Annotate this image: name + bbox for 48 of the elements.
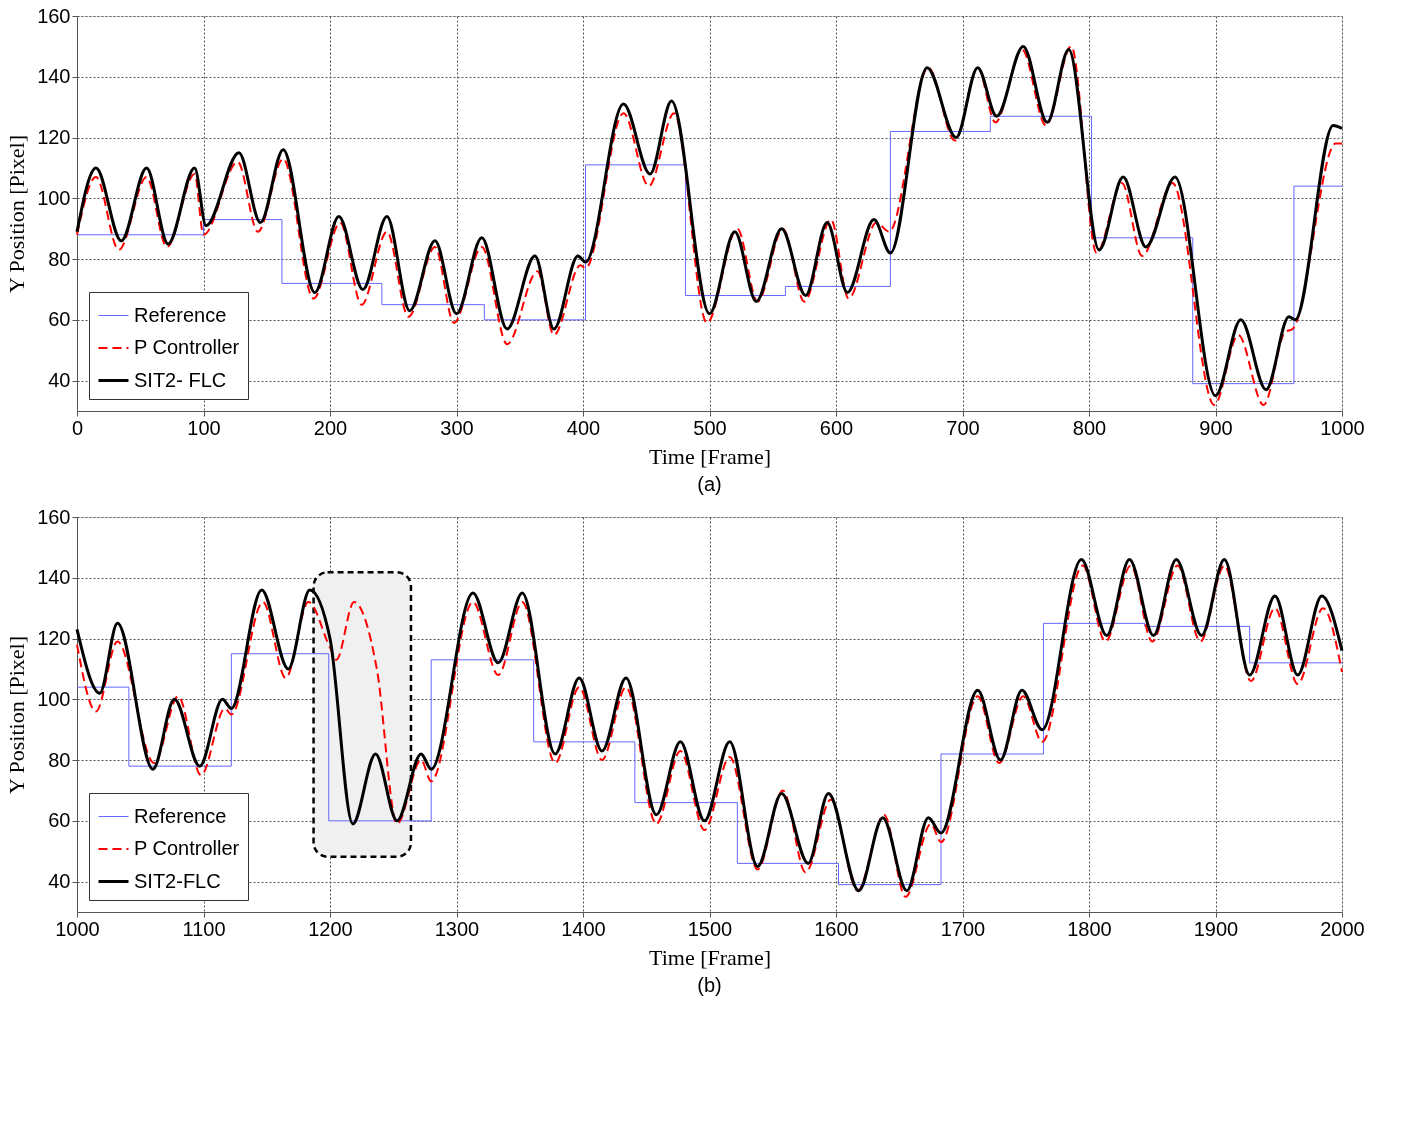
text: (b) <box>697 974 722 996</box>
x-tick-label: 200 <box>313 416 348 439</box>
y-axis-title: Y Position [Pixel] <box>4 134 30 294</box>
y-tick-label: 120 <box>37 627 71 650</box>
x-tick-label: 100 <box>187 416 221 439</box>
x-tick-label: 700 <box>946 416 980 439</box>
x-tick-label: 1500 <box>687 917 733 940</box>
y-tick-label: 40 <box>48 870 71 893</box>
legend-label: Reference <box>134 804 227 827</box>
y-tick-label: 80 <box>48 247 71 270</box>
legend-label: SIT2- FLC <box>134 368 227 391</box>
x-tick-label: 800 <box>1072 416 1107 439</box>
y-tick-label: 80 <box>48 748 71 771</box>
y-tick-label: 60 <box>48 809 71 832</box>
x-tick-label: 0 <box>71 416 84 439</box>
y-tick-label: 100 <box>37 687 71 710</box>
x-tick-label: 1800 <box>1067 917 1112 940</box>
y-tick-label: 140 <box>37 65 71 88</box>
x-axis-title: Time [Frame] <box>648 944 772 970</box>
x-tick-label: 1600 <box>814 917 859 940</box>
x-tick-label: 1100 <box>182 917 226 940</box>
y-tick-label: 140 <box>37 566 71 589</box>
y-axis-title: Y Position [Pixel] <box>4 635 30 795</box>
x-tick-label: 1300 <box>434 917 480 940</box>
x-tick-label: 1400 <box>561 917 606 940</box>
legend-label: SIT2-FLC <box>134 869 221 892</box>
y-tick-label: 160 <box>37 505 71 528</box>
x-tick-label: 1200 <box>308 917 353 940</box>
legend-label: Reference <box>134 303 227 326</box>
x-tick-label: 1700 <box>940 917 986 940</box>
x-tick-label: 300 <box>440 416 474 439</box>
y-tick-label: 160 <box>37 4 71 27</box>
y-tick-label: 100 <box>37 186 71 209</box>
y-tick-label: 40 <box>48 369 71 392</box>
x-tick-label: 1000 <box>1320 416 1365 439</box>
x-tick-label: 2000 <box>1320 917 1365 940</box>
y-tick-label: 60 <box>48 308 71 331</box>
x-tick-label: 900 <box>1199 416 1233 439</box>
legend-label: P Controller <box>134 336 240 358</box>
text: (a) <box>697 473 722 495</box>
x-tick-label: 1900 <box>1193 917 1239 940</box>
x-tick-label: 1000 <box>55 917 100 940</box>
y-tick-label: 120 <box>37 126 71 149</box>
legend-label: P Controller <box>134 837 240 859</box>
x-tick-label: 500 <box>693 416 727 439</box>
x-axis-title: Time [Frame] <box>648 443 772 469</box>
x-tick-label: 400 <box>566 416 601 439</box>
x-tick-label: 600 <box>819 416 854 439</box>
